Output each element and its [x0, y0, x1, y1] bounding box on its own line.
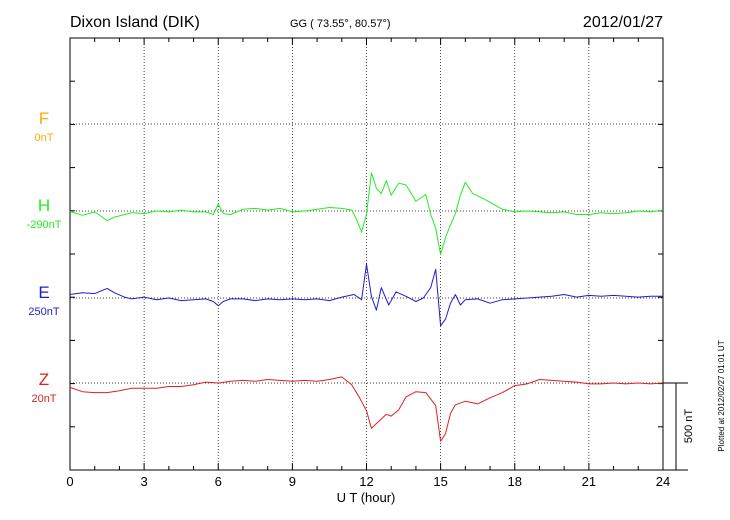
- series-label-h: H: [38, 196, 50, 215]
- series-line-h: [69, 172, 664, 255]
- station-title: Dixon Island (DIK): [70, 14, 200, 31]
- series-label-e: E: [38, 283, 49, 302]
- x-tick-label: 21: [582, 474, 596, 489]
- x-axis-label: U T (hour): [337, 490, 396, 505]
- series-label-f: F: [39, 109, 49, 128]
- x-tick-label: 12: [359, 474, 373, 489]
- x-tick-label: 3: [141, 474, 148, 489]
- x-tick-labels: 0 3 6 9 12 15 18 21 24: [66, 474, 670, 489]
- series-line-z: [69, 376, 664, 442]
- series-lines: [69, 172, 664, 442]
- series-baseline-e: 250nT: [28, 306, 59, 318]
- series-baseline-h: -290nT: [27, 219, 62, 231]
- x-tick-label: 9: [289, 474, 296, 489]
- series-baseline-f: 0nT: [35, 132, 54, 144]
- x-tick-label: 0: [66, 474, 73, 489]
- scale-bar-label: 500 nT: [683, 409, 695, 444]
- x-tick-label: 6: [215, 474, 222, 489]
- series-label-z: Z: [39, 370, 49, 389]
- series-baseline-z: 20nT: [31, 393, 56, 405]
- station-coordinates: GG ( 73.55°, 80.57°): [290, 18, 391, 30]
- x-tick-label: 24: [656, 474, 670, 489]
- series-line-e: [69, 263, 663, 327]
- vertical-gridlines: [143, 38, 590, 470]
- x-tick-label: 18: [508, 474, 522, 489]
- scale-bar: [663, 382, 688, 471]
- x-tick-label: 15: [433, 474, 447, 489]
- plotted-timestamp: Plotted at 2012/02/27 01:01 UT: [717, 340, 726, 451]
- date-label: 2012/01/27: [583, 14, 663, 31]
- tick-marks: [69, 37, 664, 471]
